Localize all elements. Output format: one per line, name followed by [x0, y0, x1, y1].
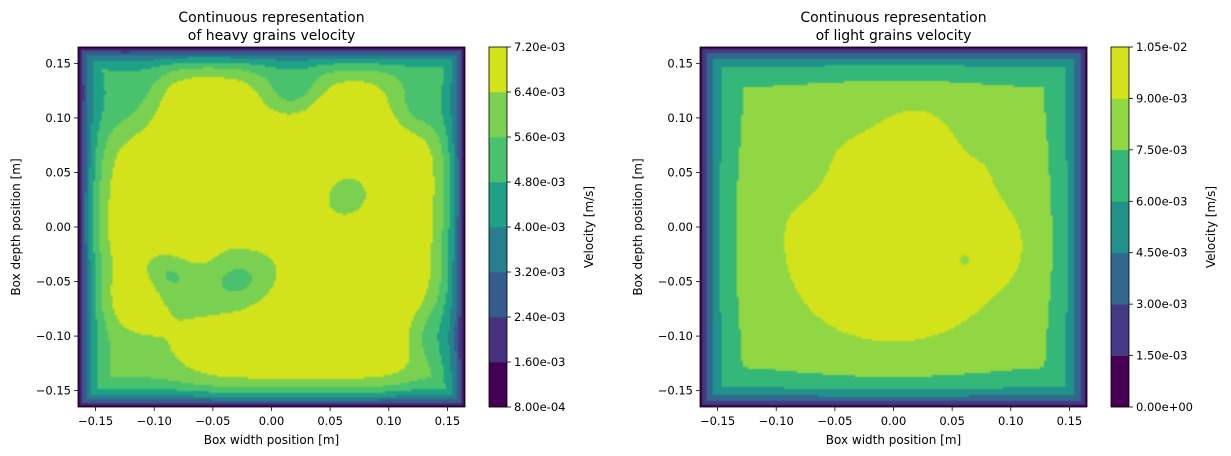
y-tick-label: 0.00 — [45, 220, 71, 234]
colorbar-band — [1111, 149, 1129, 202]
x-tick-label: −0.05 — [817, 414, 852, 428]
colorbar-tick-label: 4.00e-03 — [514, 220, 565, 234]
y-tick-label: 0.15 — [667, 56, 693, 70]
colorbar-band — [489, 272, 507, 318]
y-tick-label: −0.15 — [36, 384, 71, 398]
x-axis-label: Box width position [m] — [826, 433, 961, 447]
colorbar-band — [489, 92, 507, 138]
y-tick-label: 0.10 — [45, 111, 71, 125]
y-tick-label: −0.10 — [36, 329, 71, 343]
chart-title-line2: of heavy grains velocity — [188, 28, 355, 44]
colorbar-tick-label: 6.40e-03 — [514, 85, 565, 99]
colorbar-band — [1111, 355, 1129, 408]
colorbar-tick-label: 3.20e-03 — [514, 265, 565, 279]
colorbar-tick-label: 9.00e-03 — [1136, 91, 1187, 105]
y-tick-label: −0.05 — [36, 275, 71, 289]
colorbar-tick-label: 2.40e-03 — [514, 310, 565, 324]
x-axis-label: Box width position [m] — [204, 433, 339, 447]
y-tick-label: −0.15 — [658, 384, 693, 398]
y-tick-label: −0.10 — [658, 329, 693, 343]
colorbar-tick-label: 5.60e-03 — [514, 130, 565, 144]
colorbar-band — [1111, 252, 1129, 305]
chart-title-line2: of light grains velocity — [816, 28, 972, 44]
colorbar-tick-label: 8.00e-04 — [514, 400, 565, 414]
chart-heavy — [74, 46, 511, 411]
colorbar-band — [489, 227, 507, 273]
colorbar-frame — [1110, 46, 1130, 408]
y-axis-label: Box depth position [m] — [631, 158, 645, 295]
x-tick-label: −0.15 — [78, 414, 113, 428]
x-tick-label: 0.10 — [376, 414, 402, 428]
x-tick-label: 0.05 — [317, 414, 343, 428]
y-tick-label: 0.05 — [45, 165, 71, 179]
x-tick-label: 0.15 — [1057, 414, 1083, 428]
colorbar-tick-label: 1.60e-03 — [514, 355, 565, 369]
y-tick-label: 0.05 — [667, 165, 693, 179]
colorbar-tick-label: 6.00e-03 — [1136, 194, 1187, 208]
contour-field — [700, 47, 1087, 407]
y-tick-label: 0.15 — [45, 56, 71, 70]
x-tick-label: 0.15 — [435, 414, 461, 428]
colorbar-band — [1111, 98, 1129, 151]
colorbar-band — [489, 47, 507, 93]
x-tick-label: 0.00 — [259, 414, 285, 428]
colorbar-label: Velocity [m/s] — [1204, 186, 1218, 268]
colorbar-band — [489, 317, 507, 363]
x-tick-label: 0.10 — [998, 414, 1024, 428]
colorbar-tick-label: 7.20e-03 — [514, 40, 565, 54]
x-tick-label: 0.00 — [881, 414, 907, 428]
chart-title-line1: Continuous representation — [178, 10, 364, 26]
colorbar-band — [489, 362, 507, 408]
colorbar-label: Velocity [m/s] — [582, 186, 596, 268]
colorbar-tick-label: 7.50e-03 — [1136, 143, 1187, 157]
chart-title-line1: Continuous representation — [800, 10, 986, 26]
colorbar-tick-label: 1.50e-03 — [1136, 349, 1187, 363]
colorbar-tick-label: 4.50e-03 — [1136, 246, 1187, 260]
y-tick-label: 0.00 — [667, 220, 693, 234]
colorbar-band — [1111, 47, 1129, 99]
y-tick-label: 0.10 — [667, 111, 693, 125]
colorbar-band — [489, 137, 507, 183]
chart-light — [696, 46, 1133, 411]
x-tick-label: −0.10 — [137, 414, 172, 428]
colorbar-tick-label: 4.80e-03 — [514, 175, 565, 189]
x-tick-label: −0.05 — [195, 414, 230, 428]
x-tick-label: −0.15 — [700, 414, 735, 428]
y-tick-label: −0.05 — [658, 275, 693, 289]
colorbar-band — [1111, 201, 1129, 254]
colorbar-tick-label: 3.00e-03 — [1136, 297, 1187, 311]
y-axis-label: Box depth position [m] — [9, 158, 23, 295]
colorbar-tick-label: 0.00e+00 — [1136, 400, 1193, 414]
x-tick-label: −0.10 — [759, 414, 794, 428]
colorbar-band — [1111, 304, 1129, 356]
colorbar-band — [489, 182, 507, 228]
colorbar-tick-label: 1.05e-02 — [1136, 40, 1187, 54]
contour-field — [78, 47, 465, 407]
x-tick-label: 0.05 — [939, 414, 965, 428]
